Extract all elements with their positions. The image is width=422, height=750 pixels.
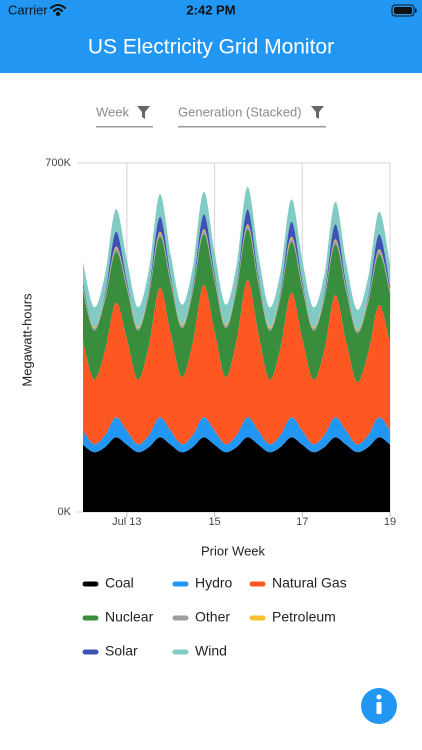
legend-label: Hydro (195, 575, 233, 591)
area (83, 186, 390, 330)
legend-label: Natural Gas (272, 575, 347, 591)
filter-icon (311, 106, 324, 119)
y-tick-label: 0K (58, 506, 72, 518)
legend-label: Other (195, 609, 230, 625)
clock: 2:42 PM (186, 2, 235, 17)
area (83, 417, 390, 453)
x-tick-label: 19 (384, 516, 396, 528)
wifi-dot (55, 11, 61, 17)
carrier: Carrier (8, 2, 48, 17)
y-axis-label: Megawatt-hours (19, 293, 34, 387)
legend-label: Petroleum (272, 609, 336, 625)
battery-icon (391, 4, 417, 17)
legend-label: Solar (105, 643, 138, 659)
legend-label: Coal (105, 575, 134, 591)
x-tick-label: Jul 13 (112, 516, 141, 528)
filter-underline (96, 126, 153, 128)
app-title: US Electricity Grid Monitor (88, 36, 334, 59)
y-tick-label: 700K (45, 157, 71, 169)
x-tick-label: 15 (208, 516, 220, 528)
battery-frame (391, 4, 415, 17)
area (83, 229, 390, 383)
legend-label: Wind (195, 643, 227, 659)
x-axis-label: Prior Week (201, 543, 266, 558)
filter-underline (178, 126, 326, 128)
info-stem (376, 702, 382, 714)
filter-label[interactable]: Generation (Stacked) (178, 104, 302, 119)
app-bar (0, 0, 422, 73)
battery-tip (415, 8, 417, 13)
filter-label[interactable]: Week (96, 104, 129, 119)
area (83, 437, 390, 512)
battery-level (394, 7, 412, 14)
info-button[interactable] (361, 688, 397, 724)
legend: Coal Hydro Natural Gas Nuclear Other Petroleu… (82, 575, 347, 659)
filter-icon (137, 106, 150, 119)
legend-label: Nuclear (105, 609, 154, 625)
generation-filter[interactable]: Generation (Stacked) (178, 104, 326, 128)
chart: 0K 700K Jul 13 15 17 19 (45, 157, 396, 528)
wifi-arc (50, 4, 66, 9)
week-filter[interactable]: Week (96, 104, 153, 128)
wifi-arc (53, 8, 63, 12)
area (83, 280, 390, 445)
info-dot (376, 694, 382, 700)
wifi-icon (50, 4, 66, 17)
area (83, 209, 390, 330)
x-tick-label: 17 (296, 516, 308, 528)
